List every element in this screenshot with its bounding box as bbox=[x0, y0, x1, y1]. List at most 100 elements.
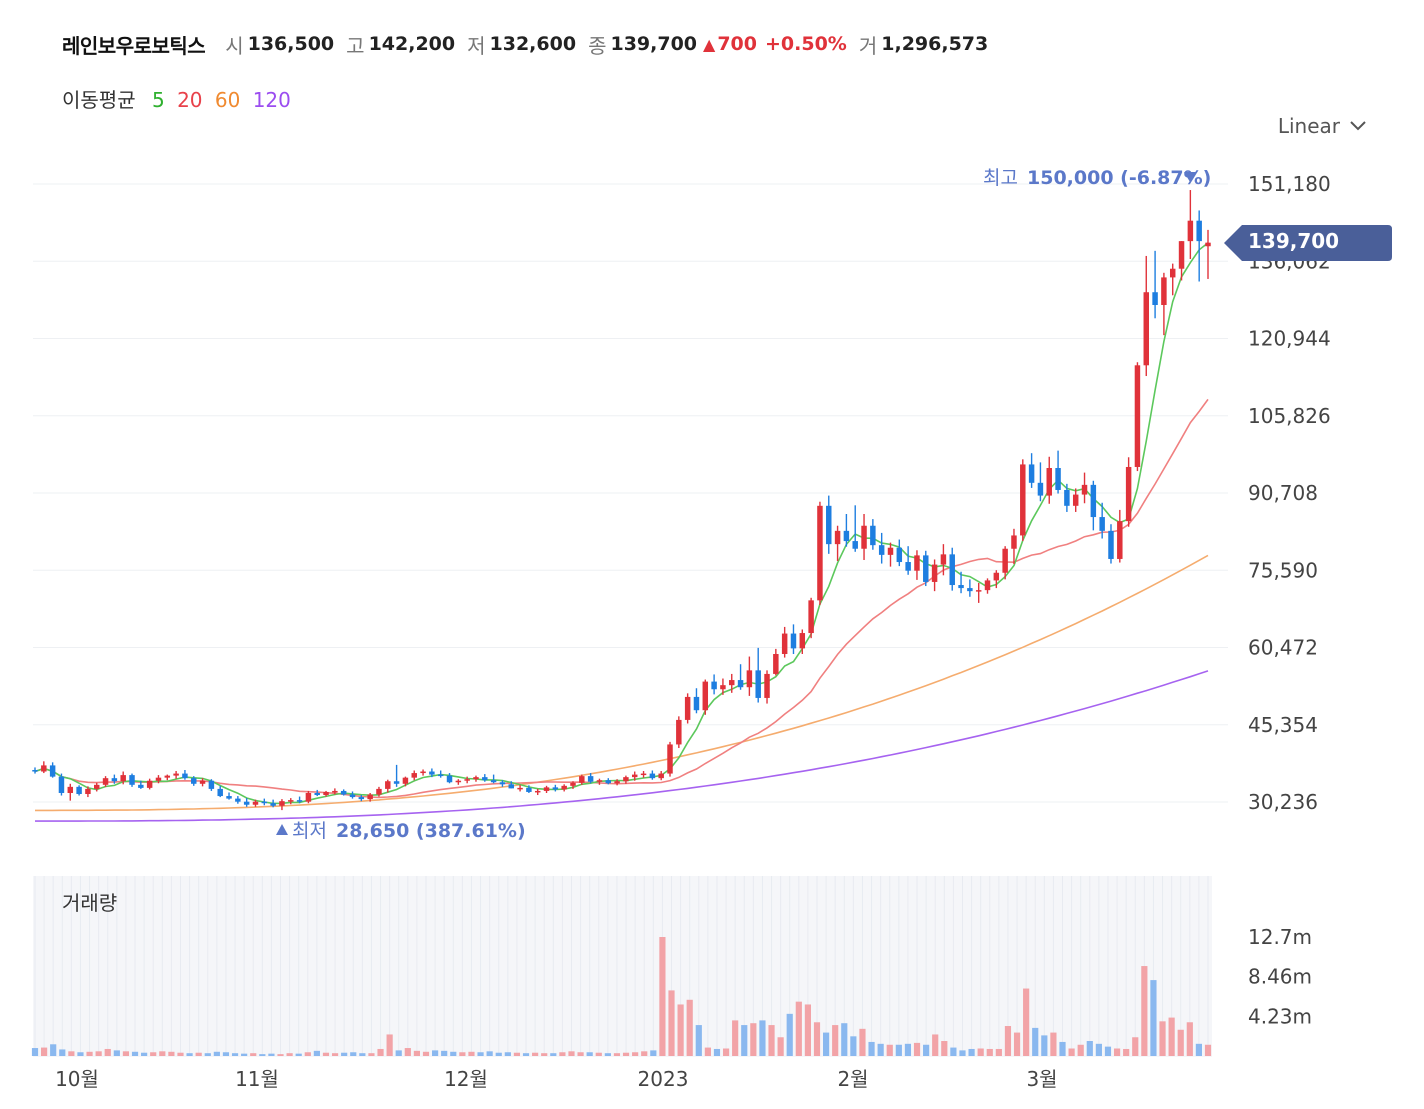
candle-body bbox=[967, 588, 973, 592]
candle-body bbox=[1117, 521, 1123, 559]
volume-bar bbox=[1123, 1048, 1130, 1056]
volume-bar bbox=[804, 1004, 811, 1056]
candle-body bbox=[711, 681, 717, 690]
chevron-down-icon bbox=[1350, 121, 1366, 131]
volume-bar bbox=[1159, 1021, 1166, 1056]
volume-bar bbox=[204, 1053, 211, 1056]
volume-bar bbox=[150, 1052, 157, 1056]
volume-bar bbox=[50, 1044, 57, 1056]
candle-body bbox=[332, 790, 338, 793]
volume-bar bbox=[295, 1053, 302, 1056]
candle-body bbox=[799, 633, 806, 649]
volume-bar bbox=[995, 1048, 1002, 1056]
volume-bar bbox=[741, 1025, 748, 1056]
candle-body bbox=[191, 778, 197, 784]
volume-bar bbox=[750, 1023, 757, 1056]
volume-bar bbox=[177, 1052, 184, 1056]
ma5-legend[interactable]: 5 bbox=[151, 88, 165, 112]
candle-body bbox=[852, 541, 858, 549]
volume-bar bbox=[77, 1052, 84, 1056]
candle-body bbox=[631, 774, 638, 778]
volume-bar bbox=[1177, 1029, 1184, 1056]
low-value: 132,600 bbox=[489, 33, 577, 55]
volume-bar bbox=[1104, 1046, 1112, 1056]
volume-tick-label: 4.23m bbox=[1248, 1004, 1312, 1028]
candle-body bbox=[975, 590, 982, 592]
volume-bar bbox=[241, 1053, 248, 1056]
candle-body bbox=[543, 787, 550, 791]
close-value: 139,700 bbox=[610, 33, 698, 55]
volume-bar bbox=[823, 1032, 830, 1056]
volume-bar bbox=[168, 1051, 175, 1056]
scale-dropdown[interactable]: Linear bbox=[1278, 114, 1366, 138]
candle-body bbox=[217, 788, 223, 797]
candle-body bbox=[905, 562, 911, 571]
candle-body bbox=[1178, 241, 1185, 269]
candle-body bbox=[1055, 468, 1061, 490]
volume-value: 1,296,573 bbox=[881, 33, 989, 55]
volume-bar bbox=[468, 1051, 475, 1056]
volume-bar bbox=[668, 990, 675, 1056]
up-triangle-icon: ▲ bbox=[703, 34, 716, 54]
volume-tick-label: 12.7m bbox=[1248, 925, 1312, 949]
volume-bar bbox=[732, 1020, 739, 1056]
candle-body bbox=[693, 696, 700, 711]
candle-body bbox=[737, 680, 744, 688]
ma20-line bbox=[34, 398, 1209, 799]
ma120-legend[interactable]: 120 bbox=[252, 88, 291, 112]
high-annotation-value: 150,000 (-6.87%) bbox=[1027, 167, 1211, 189]
volume-bar bbox=[104, 1048, 111, 1056]
volume-bar bbox=[595, 1052, 602, 1056]
candle-body bbox=[446, 775, 453, 783]
volume-bar bbox=[1204, 1044, 1212, 1056]
candle-body bbox=[85, 788, 91, 795]
x-axis-label: 11월 bbox=[235, 1067, 279, 1091]
volume-bar bbox=[122, 1051, 130, 1056]
candle-body bbox=[1046, 468, 1052, 496]
volume-bar bbox=[222, 1052, 230, 1056]
candle-body bbox=[340, 790, 347, 795]
volume-bar bbox=[450, 1051, 457, 1056]
moving-average-legend: 이동평균 5 20 60 120 bbox=[62, 84, 297, 113]
candle-body bbox=[870, 525, 876, 546]
candle-body bbox=[1011, 535, 1017, 549]
candle-body bbox=[570, 782, 576, 786]
volume-bar bbox=[1004, 1026, 1012, 1056]
candle-body bbox=[1152, 292, 1158, 306]
volume-bar bbox=[768, 1025, 775, 1056]
candle-body bbox=[323, 791, 329, 796]
volume-bar bbox=[650, 1050, 657, 1056]
volume-bar bbox=[432, 1050, 439, 1056]
volume-panel-label: 거래량 bbox=[62, 891, 118, 915]
volume-bar bbox=[377, 1048, 384, 1056]
up-triangle-icon bbox=[276, 824, 288, 835]
ma20-legend[interactable]: 20 bbox=[177, 88, 203, 112]
candle-body bbox=[587, 776, 594, 782]
candle-body bbox=[508, 784, 514, 789]
candle-body bbox=[684, 696, 691, 720]
candle-body bbox=[861, 525, 867, 549]
candle-body bbox=[138, 784, 144, 788]
volume-bar bbox=[250, 1053, 257, 1056]
candle-body bbox=[1134, 365, 1141, 467]
volume-bar bbox=[513, 1052, 521, 1056]
candle-body bbox=[296, 800, 303, 802]
candle-body bbox=[667, 744, 673, 774]
change-group: ▲ 700 +0.50% bbox=[703, 33, 847, 55]
candle-body bbox=[243, 801, 250, 805]
candle-body bbox=[41, 765, 47, 772]
x-axis-label: 12월 bbox=[444, 1067, 488, 1091]
volume-bar bbox=[895, 1044, 902, 1056]
volume-bar bbox=[1059, 1041, 1066, 1056]
volume-bar bbox=[977, 1048, 984, 1056]
volume-bar bbox=[495, 1052, 502, 1056]
volume-bar bbox=[504, 1052, 511, 1056]
open-value: 136,500 bbox=[247, 33, 335, 55]
ma60-legend[interactable]: 60 bbox=[214, 88, 241, 112]
volume-bar bbox=[959, 1050, 966, 1056]
volume-bar bbox=[641, 1051, 648, 1056]
candle-body bbox=[155, 777, 162, 781]
scale-mode-label: Linear bbox=[1277, 114, 1340, 138]
candle-body bbox=[1169, 268, 1176, 278]
